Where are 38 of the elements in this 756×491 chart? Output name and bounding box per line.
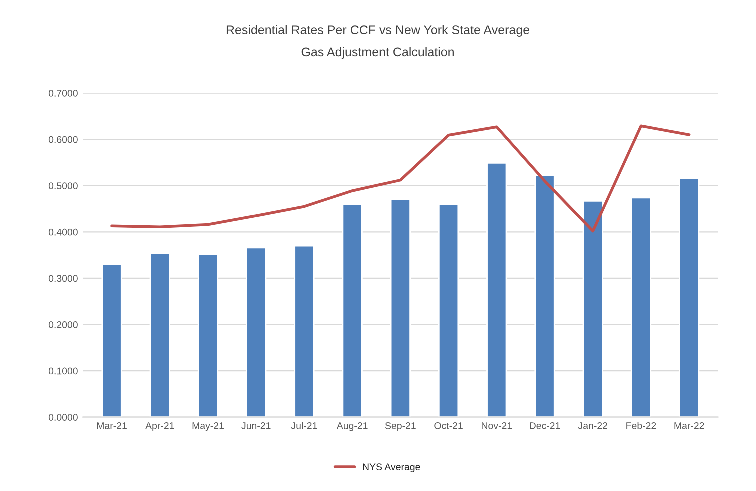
y-tick-label: 0.7000 (48, 90, 78, 97)
bar (390, 198, 411, 418)
chart-title: Residential Rates Per CCF vs New York State Average (226, 25, 530, 37)
y-tick-label: 0.2000 (48, 321, 78, 328)
x-tick-label: Sep-21 (385, 422, 416, 432)
bar (582, 200, 604, 418)
bar (246, 247, 267, 418)
bar (294, 245, 315, 418)
y-tick-label: 0.0000 (48, 414, 78, 421)
x-tick-label: Feb-22 (626, 422, 656, 430)
x-tick-label: Mar-21 (97, 422, 127, 430)
line-series (110, 124, 691, 233)
bar (102, 264, 122, 418)
x-tick-label: Jan-22 (578, 422, 608, 430)
x-tick-label: Apr-21 (146, 422, 174, 432)
x-tick-label: Oct-21 (434, 422, 463, 430)
legend-label: NYS Average (363, 464, 420, 472)
x-tick-label: Mar-22 (674, 422, 704, 430)
bar (150, 252, 170, 418)
bar (630, 197, 652, 418)
x-tick-label: Jul-21 (291, 422, 318, 430)
bar (198, 254, 219, 418)
bar (438, 204, 460, 418)
x-tick-label: Jun-21 (242, 422, 271, 430)
bar (534, 175, 556, 418)
y-tick-label: 0.5000 (48, 182, 78, 190)
x-tick-label: May-21 (192, 422, 224, 432)
bar (342, 204, 363, 418)
y-tick-label: 0.3000 (48, 275, 78, 282)
bar (486, 162, 508, 418)
bar (679, 178, 700, 418)
chart-subtitle: Gas Adjustment Calculation (302, 47, 454, 60)
y-tick-label: 0.4000 (48, 228, 78, 236)
y-tick-label: 0.1000 (48, 368, 78, 375)
y-tick-label: 0.6000 (48, 136, 78, 144)
x-tick-label: Dec-21 (530, 422, 560, 430)
x-tick-label: Nov-21 (482, 422, 512, 430)
x-tick-label: Aug-21 (336, 422, 368, 432)
